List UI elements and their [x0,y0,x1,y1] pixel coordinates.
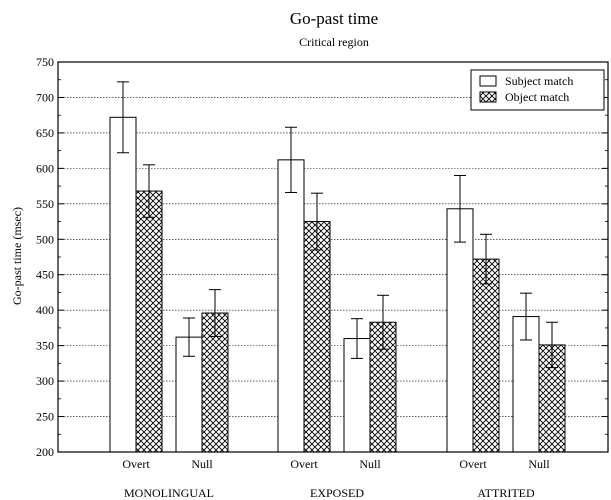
group-label: MONOLINGUAL [124,486,214,500]
x-tick-label: Null [528,457,550,471]
bar [472,258,500,453]
plot-area: 200 250 300 350 400 450 500 550 600 650 700 750 Over… [36,55,609,500]
y-axis-label: Go-past time (msec) [10,207,24,305]
x-tick-label: Overt [459,457,487,471]
plot-frame [57,61,609,453]
chart-title: Go-past time [290,9,378,28]
y-tick-label: 600 [36,161,54,175]
bar [277,159,305,453]
bar [109,116,137,453]
chart-subtitle: Critical region [299,35,369,49]
legend-swatch [479,75,497,87]
y-tick-label: 700 [36,90,54,104]
group-label: ATTRITED [477,486,535,500]
y-tick-label: 550 [36,197,54,211]
y-tick-label: 400 [36,303,54,317]
x-tick-label: Overt [290,457,318,471]
legend-swatch [479,91,497,103]
y-tick-label: 350 [36,339,54,353]
y-tick-label: 750 [36,55,54,69]
bar [135,190,163,453]
bar [446,208,474,453]
legend-label: Subject match [505,74,573,88]
y-tick-label: 650 [36,126,54,140]
y-tick-label: 250 [36,410,54,424]
group-label: EXPOSED [310,486,364,500]
y-tick-label: 200 [36,445,54,459]
bar [303,221,331,453]
x-tick-label: Overt [122,457,150,471]
x-tick-label: Null [191,457,213,471]
y-tick-label: 500 [36,232,54,246]
y-tick-label: 300 [36,374,54,388]
y-tick-label: 450 [36,268,54,282]
legend-label: Object match [505,90,569,104]
x-tick-label: Null [359,457,381,471]
